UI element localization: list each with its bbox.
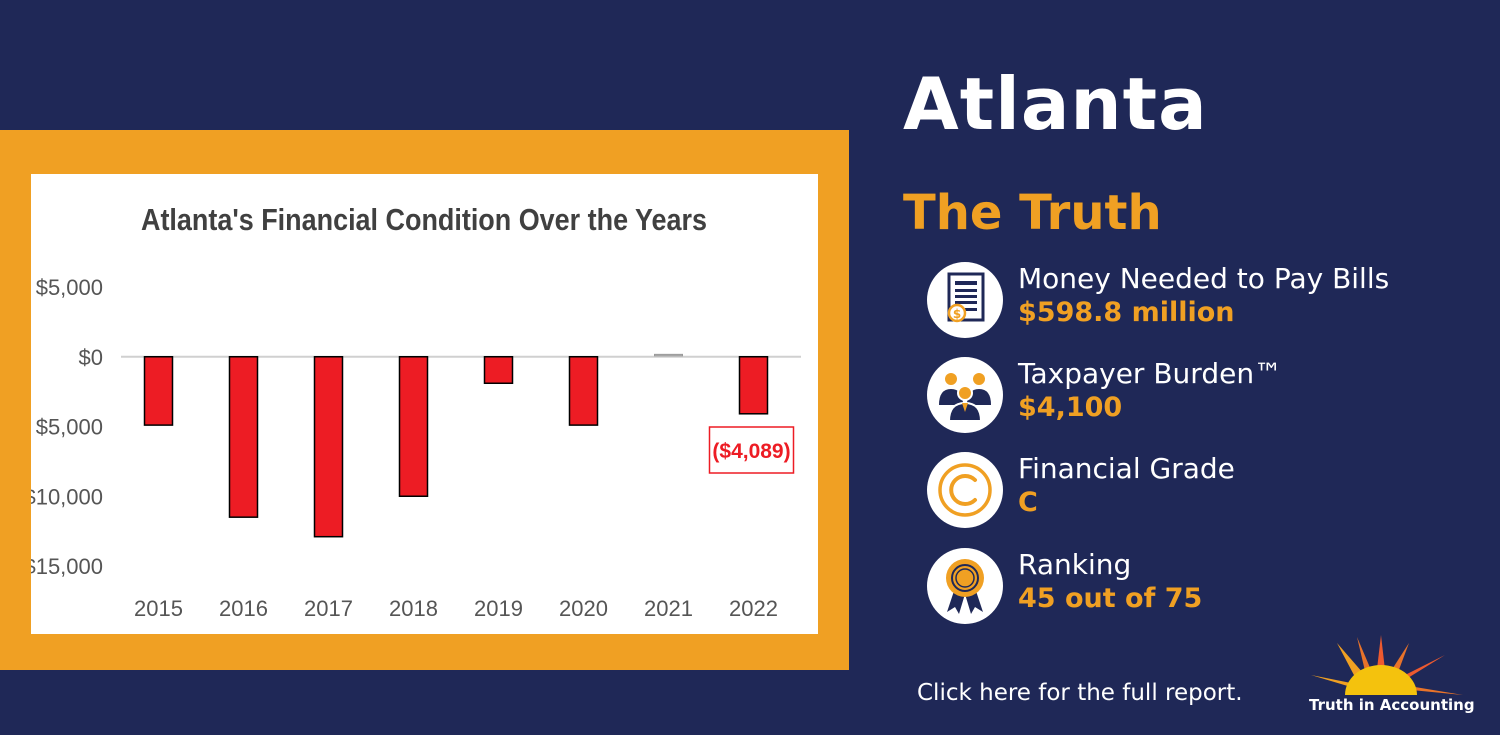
metric-ranking: Ranking 45 out of 75 (927, 548, 1487, 628)
x-tick-label: 2015 (134, 596, 183, 621)
bar (483, 356, 514, 385)
y-tick-label: $0 (79, 345, 103, 370)
sunrise-logo-icon (1311, 635, 1463, 695)
svg-text:$: $ (953, 307, 961, 321)
truth-in-accounting-logo[interactable]: Truth in Accounting (1305, 633, 1475, 718)
chart-title: Atlanta's Financial Condition Over the Y… (141, 202, 707, 237)
metric-value: 45 out of 75 (1018, 583, 1203, 614)
logo-text: Truth in Accounting (1309, 696, 1475, 714)
metric-value: $4,100 (1018, 392, 1123, 423)
metric-taxpayer-burden: Taxpayer Burden™ $4,100 (927, 357, 1487, 437)
award-ribbon-icon (927, 548, 1003, 624)
grade-c-icon (927, 452, 1003, 528)
y-tick-label: $5,000 (36, 275, 103, 300)
taxpayers-icon (927, 357, 1003, 433)
bill-receipt-icon: $ (927, 262, 1003, 338)
x-tick-label: 2019 (474, 596, 523, 621)
data-label-box (708, 426, 795, 474)
metric-value: $598.8 million (1018, 297, 1235, 328)
x-tick-label: 2020 (559, 596, 608, 621)
metric-label: Financial Grade (1018, 452, 1235, 485)
full-report-link[interactable]: Click here for the full report. (917, 680, 1243, 706)
bar (398, 356, 429, 497)
y-tick-label: $15,000 (31, 554, 103, 579)
the-truth-heading: The Truth (903, 185, 1162, 241)
bar (738, 356, 769, 415)
x-tick-label: 2021 (644, 596, 693, 621)
chart-panel: Atlanta's Financial Condition Over the Y… (31, 174, 818, 634)
bar (228, 356, 259, 518)
metric-label: Taxpayer Burden™ (1018, 357, 1283, 390)
x-tick-label: 2022 (729, 596, 778, 621)
y-tick-label: $5,000 (36, 415, 103, 440)
metric-label: Ranking (1018, 548, 1132, 581)
x-tick-label: 2016 (219, 596, 268, 621)
bar (143, 356, 174, 426)
y-tick-label: $10,000 (31, 484, 103, 509)
bar (568, 356, 599, 426)
metric-label: Money Needed to Pay Bills (1018, 262, 1390, 295)
bar (654, 353, 683, 357)
data-label: ($4,089) (712, 440, 790, 463)
x-tick-label: 2018 (389, 596, 438, 621)
bar (313, 356, 344, 538)
x-tick-label: 2017 (304, 596, 353, 621)
metric-financial-grade: Financial Grade C (927, 452, 1487, 532)
financial-condition-chart: Atlanta's Financial Condition Over the Y… (31, 202, 801, 621)
city-title: Atlanta (903, 62, 1208, 146)
metric-value: C (1018, 487, 1038, 518)
metric-money-needed: $ Money Needed to Pay Bills $598.8 milli… (927, 262, 1487, 342)
